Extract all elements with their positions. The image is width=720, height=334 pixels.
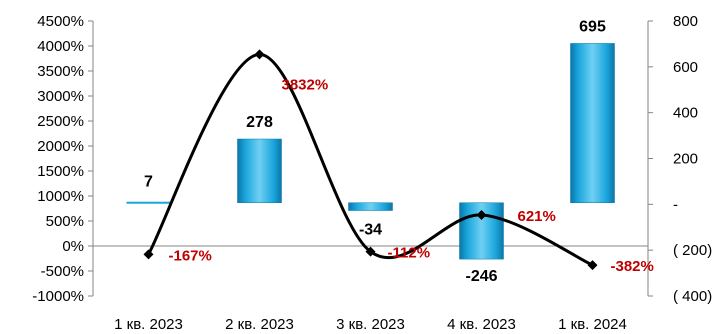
left-tick-label: 500% xyxy=(46,213,84,230)
right-tick-label: ( 200) xyxy=(673,242,712,259)
right-tick-label: ( 400) xyxy=(673,288,712,305)
bar-data-label: -34 xyxy=(359,222,382,239)
x-tick-label: 1 кв. 2023 xyxy=(114,316,183,333)
bar-data-label: -246 xyxy=(465,268,497,285)
bar xyxy=(570,43,615,203)
left-tick-label: 3500% xyxy=(37,63,84,80)
x-tick-label: 3 кв. 2023 xyxy=(336,316,405,333)
left-tick-label: -1000% xyxy=(32,288,84,305)
line-data-label: -167% xyxy=(169,247,212,264)
x-tick-label: 1 кв. 2024 xyxy=(558,316,627,333)
line-data-label: 3832% xyxy=(282,76,329,93)
left-tick-label: 1500% xyxy=(37,163,84,180)
left-tick-label: 2000% xyxy=(37,138,84,155)
right-tick-label: 800 xyxy=(673,13,698,30)
line-marker xyxy=(254,49,265,60)
left-tick-label: -500% xyxy=(41,263,84,280)
left-tick-label: 4500% xyxy=(37,13,84,30)
line-marker xyxy=(365,246,376,257)
line-data-label: -112% xyxy=(388,245,431,262)
right-tick-label: - xyxy=(673,196,678,213)
right-tick-label: 600 xyxy=(673,59,698,76)
left-tick-label: 3000% xyxy=(37,88,84,105)
left-tick-label: 0% xyxy=(62,238,84,255)
bar-data-label: 7 xyxy=(144,174,153,191)
left-tick-label: 4000% xyxy=(37,38,84,55)
bar-data-label: 278 xyxy=(246,114,273,131)
right-tick-label: 200 xyxy=(673,151,698,168)
bar xyxy=(126,201,171,204)
x-tick-label: 4 кв. 2023 xyxy=(447,316,516,333)
line-marker xyxy=(143,249,154,260)
x-tick-label: 2 кв. 2023 xyxy=(225,316,294,333)
line-data-label: -382% xyxy=(611,258,654,275)
bar-data-label: 695 xyxy=(579,18,606,35)
left-tick-label: 2500% xyxy=(37,113,84,130)
right-tick-label: 400 xyxy=(673,105,698,122)
line-series xyxy=(147,52,594,267)
bar xyxy=(348,202,393,211)
left-tick-label: 1000% xyxy=(37,188,84,205)
line-marker xyxy=(476,209,487,220)
line-data-label: 621% xyxy=(518,208,556,225)
bar xyxy=(237,138,282,203)
line-marker xyxy=(587,260,598,271)
